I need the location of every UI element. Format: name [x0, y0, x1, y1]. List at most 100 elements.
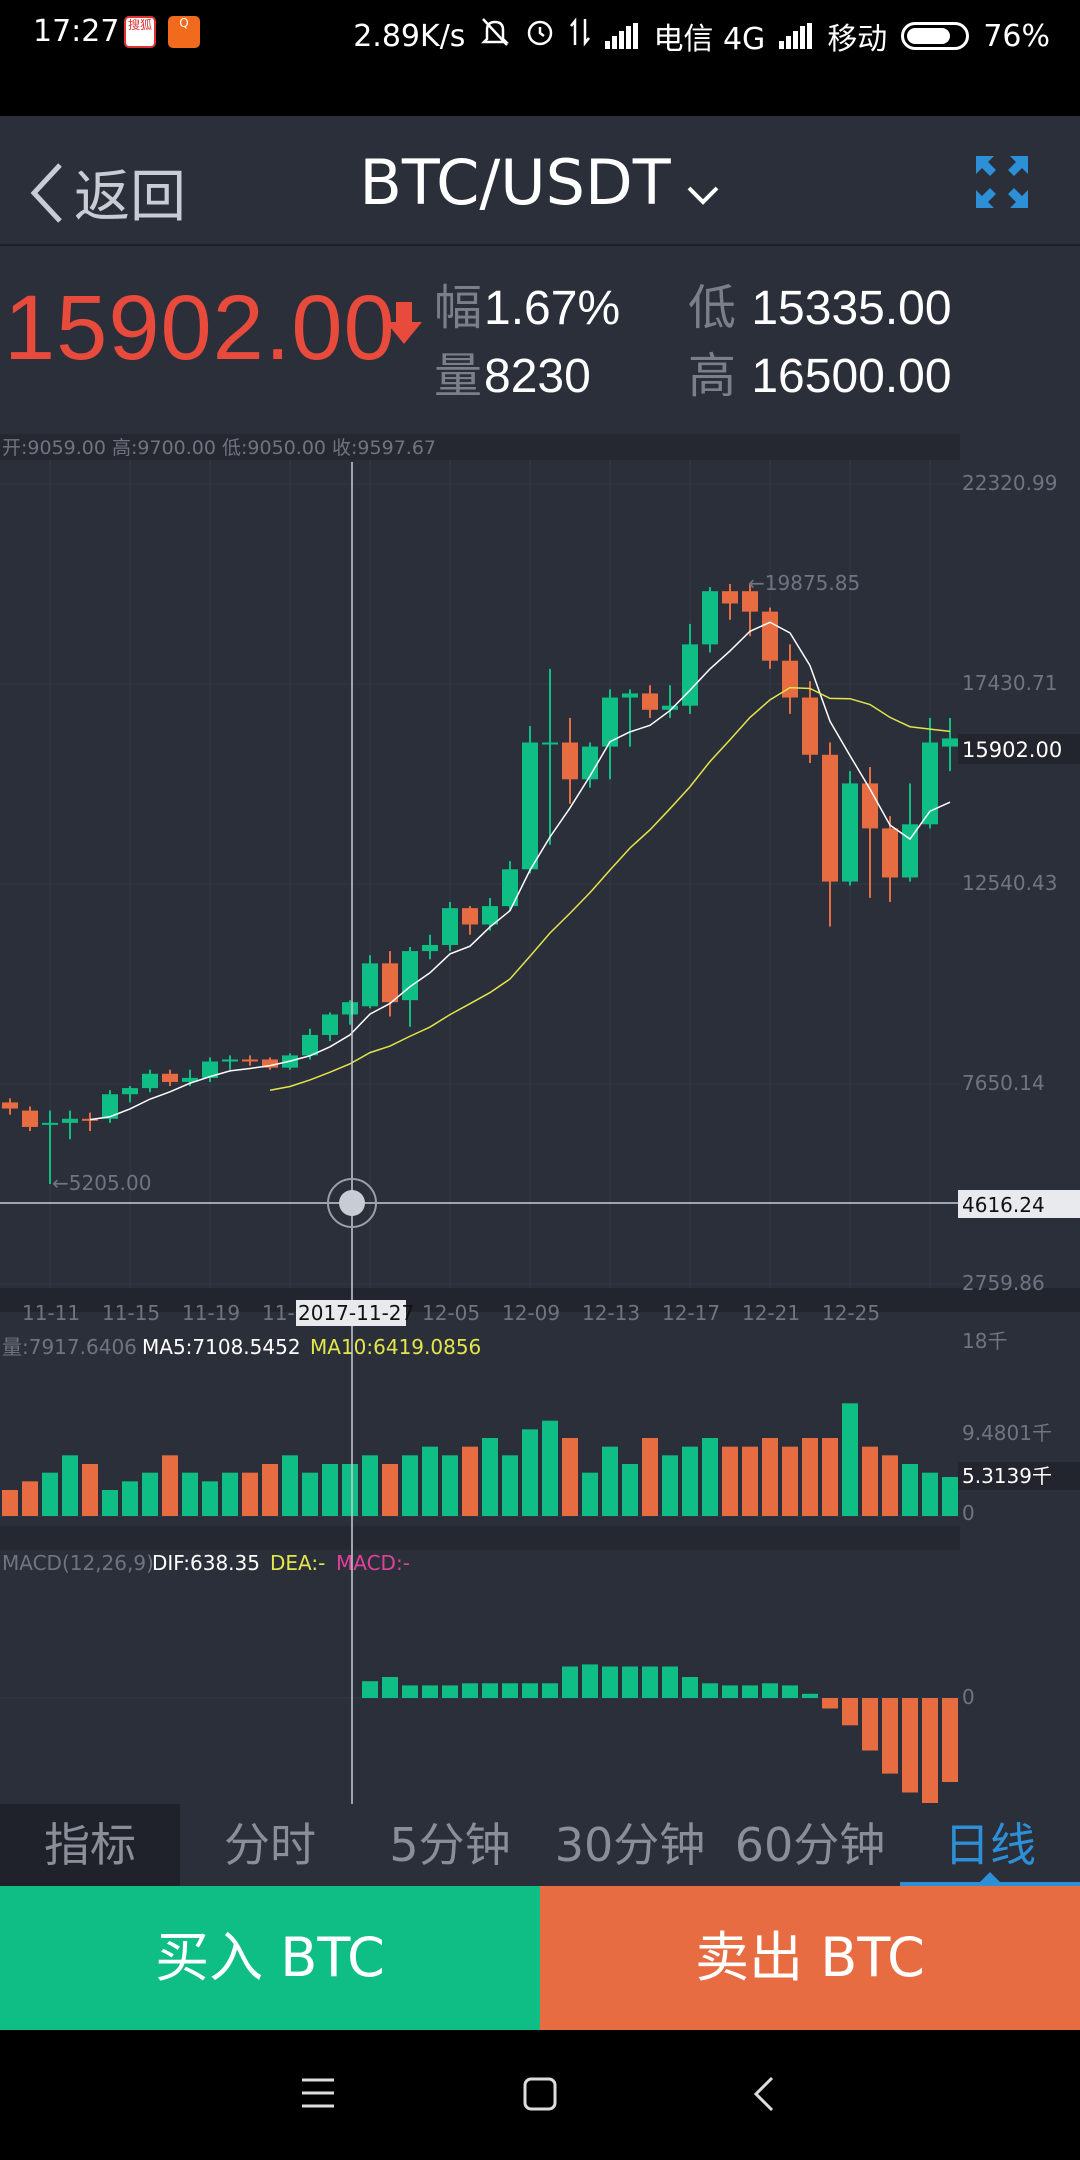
tab-indicator[interactable]: 指标: [0, 1804, 180, 1886]
current-price-box: [958, 734, 1080, 764]
volume-bar: [22, 1481, 38, 1516]
volume-bar: [122, 1481, 138, 1516]
dea-label: DEA:-: [270, 1551, 325, 1575]
sell-button[interactable]: 卖出 BTC: [540, 1886, 1080, 2030]
chart-grid: [0, 460, 1080, 1699]
current-volume-tag: 5.3139千: [962, 1464, 1052, 1488]
crosshair-handle-ring[interactable]: [327, 1178, 377, 1228]
volume-bar: [742, 1446, 758, 1516]
volume-bar: [162, 1455, 178, 1516]
volume-bar: [902, 1464, 918, 1516]
candle-body: [822, 754, 838, 882]
macd-bar: [662, 1666, 678, 1698]
status-time: 17:27: [33, 14, 120, 49]
volume-bar: [862, 1446, 878, 1516]
ohlc-bar-bg: [0, 434, 960, 460]
volume-bar: [42, 1472, 58, 1516]
candle-body: [802, 697, 818, 755]
volume-key: 量: [434, 350, 483, 403]
candle-body: [462, 908, 478, 925]
ma-line: [89, 621, 951, 1121]
candle-body: [762, 611, 778, 661]
macd-bar: [502, 1683, 518, 1698]
tab-5min[interactable]: 5分钟: [389, 1818, 511, 1872]
home-icon[interactable]: [522, 2076, 558, 2112]
macd-bar: [862, 1698, 878, 1751]
macd-bar: [762, 1683, 778, 1698]
candle-body: [402, 951, 418, 1001]
volume-value: 8230: [484, 350, 591, 403]
macd-bar: [582, 1664, 598, 1698]
volume-bar: [82, 1464, 98, 1516]
volume-bar: [942, 1477, 958, 1516]
volume-bar: [802, 1438, 818, 1516]
price-axis: 22320.99 17430.71 12540.43 7650.14 2759.86: [962, 471, 1057, 1295]
volume-bar: [642, 1438, 658, 1516]
volume-bar: [262, 1464, 278, 1516]
volume-bar: [702, 1438, 718, 1516]
volume-bar: [762, 1438, 778, 1516]
volume-bar: [602, 1446, 618, 1516]
tab-timeshare[interactable]: 分时: [224, 1818, 316, 1872]
range-stat: 幅1.67%: [434, 268, 620, 338]
signal-icon-2: [779, 23, 813, 49]
chart-canvas[interactable]: 开:9059.00 高:9700.00 低:9050.00 收:9597.67 …: [0, 434, 1080, 1804]
fullscreen-button[interactable]: [974, 154, 1030, 214]
menu-icon[interactable]: [300, 2076, 336, 2110]
macd-bar: [642, 1666, 658, 1698]
volume-bar: [242, 1472, 258, 1516]
volume-bars: [2, 1403, 958, 1516]
candle-body: [922, 742, 938, 825]
carrier-2: 移动: [827, 22, 888, 57]
date-tick-label: 12-25: [822, 1301, 880, 1325]
back-nav-icon[interactable]: [752, 2076, 776, 2112]
price-tick-label: 7650.14: [962, 1071, 1045, 1095]
volume-bar: [2, 1490, 18, 1516]
candle-body: [722, 591, 738, 604]
ma-lines: [89, 621, 951, 1121]
price-down-arrow-icon: [386, 302, 422, 344]
high-value: 16500.00: [751, 350, 952, 403]
min-price-marker: ←5205.00: [52, 1171, 151, 1195]
candle-body: [582, 746, 598, 780]
volume-bar: [542, 1420, 558, 1516]
date-tick-label: 11-11: [22, 1301, 80, 1325]
volume-label: 量:7917.6406: [2, 1335, 137, 1359]
volume-bar: [622, 1464, 638, 1516]
candle-body: [562, 742, 578, 780]
volume-bar: [722, 1446, 738, 1516]
back-button[interactable]: 返回: [26, 152, 186, 233]
candle-body: [122, 1088, 138, 1095]
candle-body: [2, 1102, 18, 1109]
buy-button[interactable]: 买入 BTC: [0, 1886, 540, 2030]
macd-bar: [922, 1698, 938, 1803]
candles-group: [2, 583, 958, 1185]
pair-selector[interactable]: BTC/USDT: [0, 146, 1080, 223]
pair-title: BTC/USDT: [359, 146, 671, 219]
date-axis: 11-1111-1511-1911-2312-0112-0512-0912-13…: [22, 1301, 880, 1325]
volume-bar: [382, 1464, 398, 1516]
macd-bar: [462, 1683, 478, 1698]
tab-30min[interactable]: 30分钟: [554, 1818, 706, 1872]
high-stat: 高 16500.00: [688, 336, 952, 406]
candle-body: [422, 944, 438, 952]
candle-body: [322, 1014, 338, 1035]
volume-bar: [922, 1472, 938, 1516]
macd-bars: [362, 1664, 958, 1803]
date-tick-label: 11-15: [102, 1301, 160, 1325]
volume-bar: [842, 1403, 858, 1516]
app-header: 返回 BTC/USDT: [0, 116, 1080, 246]
volume-bar: [562, 1438, 578, 1516]
candle-body: [682, 644, 698, 706]
back-chevron-icon: [30, 162, 62, 223]
kline-chart[interactable]: 开:9059.00 高:9700.00 低:9050.00 收:9597.67 …: [0, 434, 1080, 1804]
sohu-news-app-icon: 搜狐: [124, 16, 156, 48]
tab-daily[interactable]: 日线: [900, 1804, 1080, 1886]
tab-60min[interactable]: 60分钟: [734, 1818, 886, 1872]
candle-body: [782, 660, 798, 698]
net-speed: 2.89K/s: [353, 18, 466, 54]
macd-bar: [742, 1685, 758, 1698]
date-tick-label: 12-13: [582, 1301, 640, 1325]
crosshair-handle[interactable]: [339, 1190, 365, 1216]
price-tick-label: 22320.99: [962, 471, 1057, 495]
